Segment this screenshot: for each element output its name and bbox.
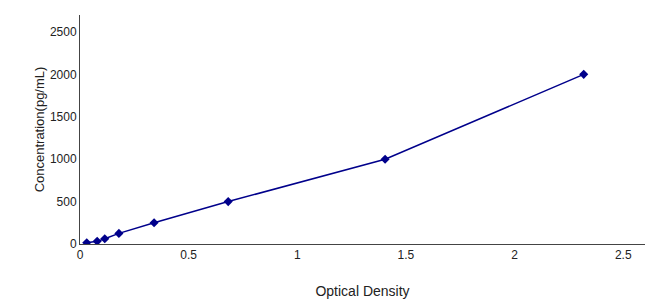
svg-text:1: 1 bbox=[294, 248, 301, 262]
svg-text:0.5: 0.5 bbox=[180, 248, 197, 262]
svg-text:2.5: 2.5 bbox=[615, 248, 632, 262]
svg-text:0: 0 bbox=[77, 248, 84, 262]
svg-text:2000: 2000 bbox=[50, 68, 77, 82]
svg-text:0: 0 bbox=[70, 237, 77, 251]
svg-text:1500: 1500 bbox=[50, 110, 77, 124]
svg-text:1.5: 1.5 bbox=[398, 248, 415, 262]
svg-text:Concentration(pg/mL): Concentration(pg/mL) bbox=[32, 67, 47, 193]
svg-text:Optical Density: Optical Density bbox=[315, 283, 409, 299]
svg-text:1000: 1000 bbox=[50, 152, 77, 166]
svg-text:2500: 2500 bbox=[50, 25, 77, 39]
svg-text:2: 2 bbox=[511, 248, 518, 262]
svg-text:500: 500 bbox=[57, 195, 77, 209]
